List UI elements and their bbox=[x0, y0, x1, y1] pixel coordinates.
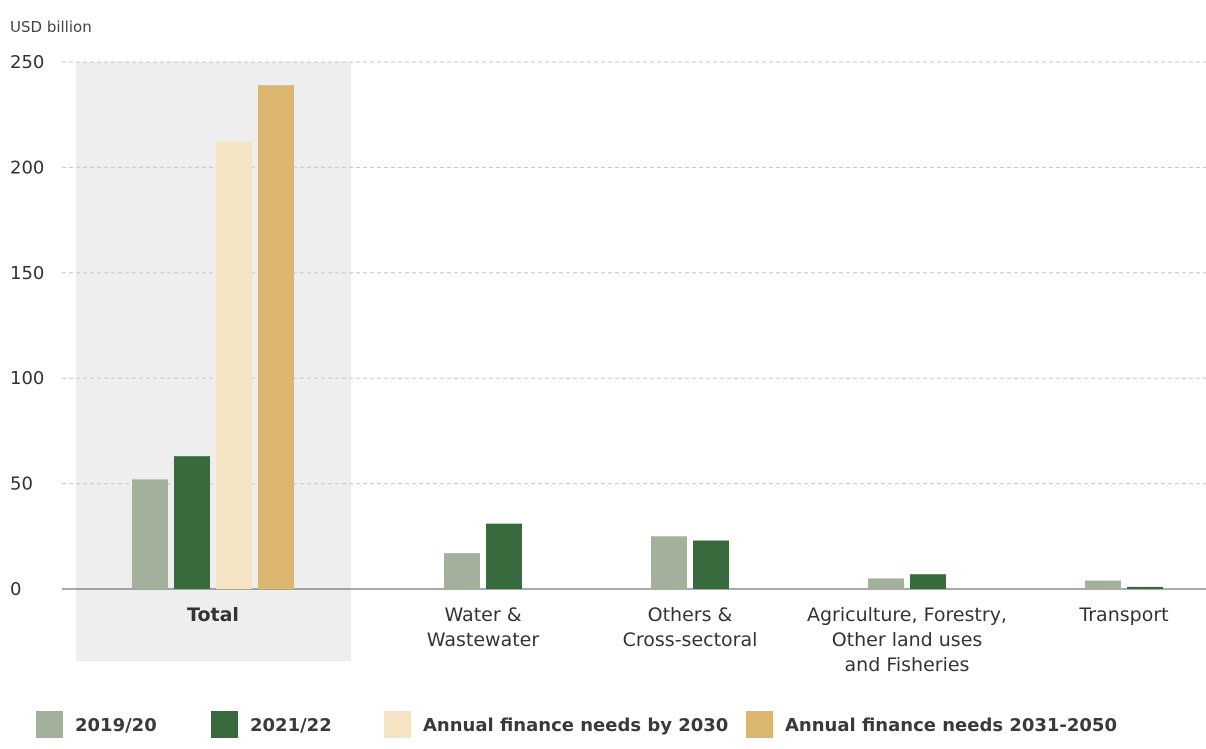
category-label: Total bbox=[187, 604, 239, 626]
bar bbox=[1127, 586, 1163, 589]
bar bbox=[174, 456, 210, 589]
category-label: Others & Cross-sectoral bbox=[623, 604, 758, 651]
y-tick-label: 0 bbox=[10, 579, 21, 600]
legend-swatch bbox=[211, 711, 238, 738]
y-tick-label: 250 bbox=[10, 52, 44, 73]
bar bbox=[693, 540, 729, 589]
category-label: Water & Wastewater bbox=[427, 604, 540, 651]
y-tick-label: 150 bbox=[10, 263, 44, 284]
bar bbox=[132, 479, 168, 589]
bar bbox=[910, 574, 946, 589]
bar bbox=[216, 142, 252, 589]
y-axis-label: USD billion bbox=[10, 18, 92, 36]
legend-swatch bbox=[36, 711, 63, 738]
category-label: Agriculture, Forestry, Other land uses and… bbox=[807, 604, 1007, 676]
bar bbox=[258, 85, 294, 590]
y-tick-label: 100 bbox=[10, 368, 44, 389]
legend-label: Annual finance needs 2031-2050 bbox=[785, 715, 1117, 736]
total-highlight-panel bbox=[76, 62, 351, 661]
legend-label: Annual finance needs by 2030 bbox=[423, 715, 728, 736]
bar bbox=[1085, 580, 1121, 589]
bar bbox=[444, 553, 480, 589]
bar bbox=[651, 536, 687, 589]
y-tick-label: 200 bbox=[10, 157, 44, 178]
legend-swatch bbox=[746, 711, 773, 738]
legend-label: 2021/22 bbox=[250, 715, 332, 736]
bar bbox=[486, 523, 522, 589]
legend-swatch bbox=[384, 711, 411, 738]
legend-label: 2019/20 bbox=[75, 715, 157, 736]
y-tick-label: 50 bbox=[10, 474, 33, 495]
category-label: Transport bbox=[1078, 604, 1168, 626]
bar bbox=[868, 578, 904, 589]
